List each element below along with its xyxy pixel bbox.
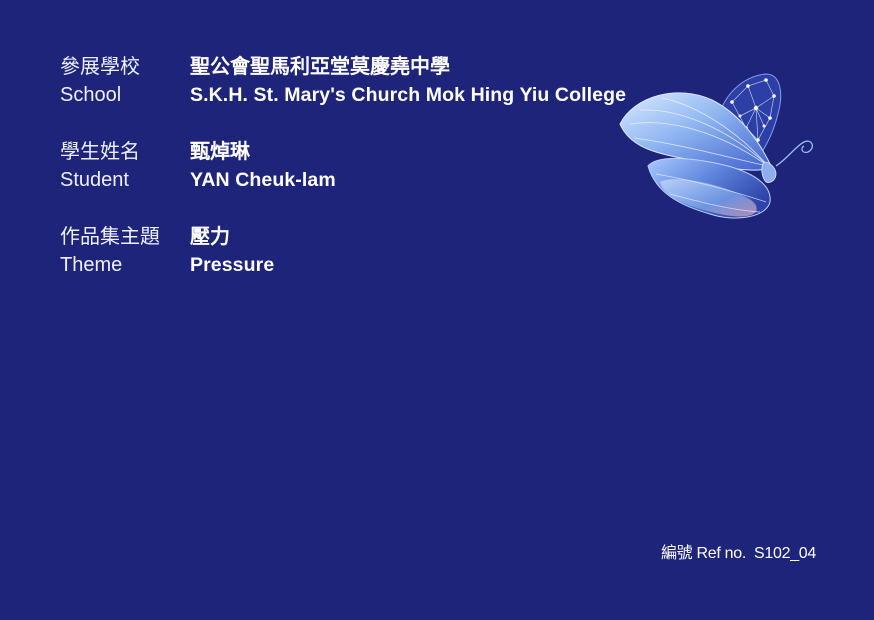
reference-label: 編號 Ref no. <box>660 545 747 562</box>
theme-value: 壓力 Pressure <box>190 224 680 280</box>
student-value: 甄焯琳 YAN Cheuk-lam <box>190 139 680 195</box>
artwork-info: 參展學校 School 聖公會聖馬利亞堂莫慶堯中學 S.K.H. St. Mar… <box>60 54 680 280</box>
school-value: 聖公會聖馬利亞堂莫慶堯中學 S.K.H. St. Mary's Church M… <box>190 54 680 110</box>
theme-label-zh: 作品集主題 <box>60 226 160 248</box>
butterfly-icon <box>619 73 813 219</box>
theme-name-en: Pressure <box>190 254 275 276</box>
reference-number: 編號 Ref no. S102_04 <box>661 543 816 565</box>
theme-label: 作品集主題 Theme <box>60 224 190 280</box>
hind-wing-inner <box>660 179 757 217</box>
student-name-en: YAN Cheuk-lam <box>190 169 336 191</box>
school-label-zh: 參展學校 <box>60 56 140 78</box>
wing-veins <box>629 97 769 167</box>
school-name-en: S.K.H. St. Mary's Church Mok Hing Yiu Co… <box>190 84 627 106</box>
student-label-zh: 學生姓名 <box>60 141 140 163</box>
student-name-zh: 甄焯琳 <box>190 141 250 163</box>
school-label-en: School <box>60 84 122 106</box>
reference-code: S102_04 <box>754 545 816 562</box>
school-label: 參展學校 School <box>60 54 190 110</box>
student-row: 學生姓名 Student 甄焯琳 YAN Cheuk-lam <box>60 139 680 195</box>
student-label: 學生姓名 Student <box>60 139 190 195</box>
antenna <box>775 140 813 167</box>
school-name-zh: 聖公會聖馬利亞堂莫慶堯中學 <box>190 56 450 78</box>
theme-label-en: Theme <box>60 254 123 276</box>
student-label-en: Student <box>60 169 129 191</box>
theme-row: 作品集主題 Theme 壓力 Pressure <box>60 224 680 280</box>
theme-name-zh: 壓力 <box>190 226 230 248</box>
hind-wing-veins <box>655 173 767 213</box>
butterfly-body <box>761 161 777 183</box>
school-row: 參展學校 School 聖公會聖馬利亞堂莫慶堯中學 S.K.H. St. Mar… <box>60 54 680 110</box>
